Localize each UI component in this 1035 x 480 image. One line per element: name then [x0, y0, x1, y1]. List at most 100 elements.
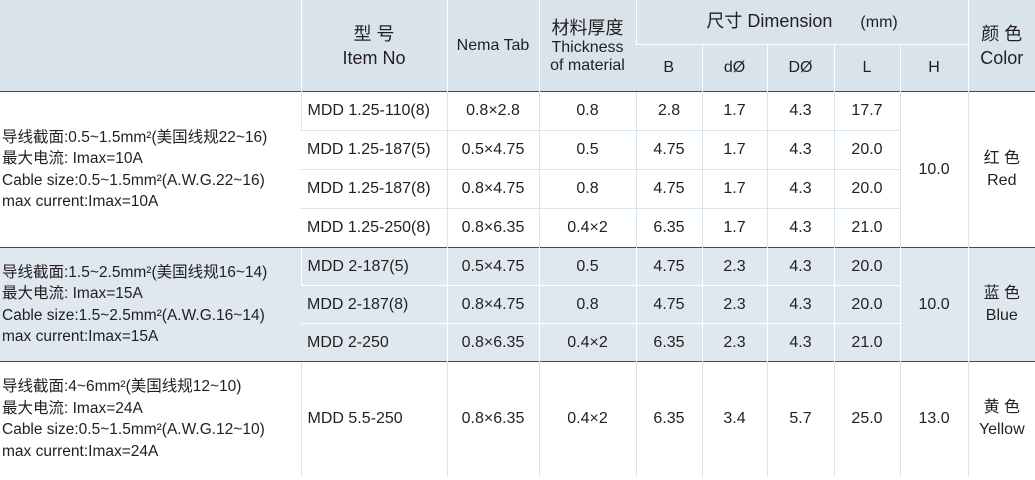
color-zh: 黄 色: [983, 399, 1021, 417]
header-b: B: [636, 44, 702, 92]
table-row: MDD 2-187(8) 0.8×4.75 0.8 4.75 2.3 4.3 2…: [0, 285, 1035, 324]
header-color-zh: 颜 色: [981, 23, 1023, 44]
cell-d-big: 5.7: [766, 361, 834, 477]
cell-nema: 0.8×4.75: [446, 169, 539, 209]
color-zh: 红 色: [983, 149, 1021, 167]
cell-nema: 0.8×6.35: [446, 208, 539, 248]
header-color: 颜 色 Color: [967, 0, 1035, 92]
header-d-big: DØ: [766, 44, 834, 92]
header-thickness-en2: of material: [550, 56, 625, 74]
group-1-h: 10.0: [899, 91, 969, 248]
cell-d-small: 1.7: [701, 169, 767, 209]
color-en: Yellow: [978, 421, 1025, 439]
header-thickness-en1: Thickness: [551, 38, 624, 56]
cell-thickness: 0.4×2: [538, 323, 636, 362]
cell-thickness: 0.5: [538, 130, 636, 170]
desc-line: max current:Imax=10A: [2, 193, 159, 210]
group-1-color: 红 色 Red: [967, 91, 1035, 248]
cell-model: MDD 1.25-110(8): [300, 91, 447, 131]
group-1-description: 导线截面:0.5~1.5mm²(美国线规22~16) 最大电流: Imax=10…: [0, 91, 301, 248]
cell-nema: 0.8×4.75: [446, 285, 539, 324]
desc-line: max current:Imax=24A: [2, 442, 159, 460]
cell-model: MDD 1.25-250(8): [301, 208, 447, 248]
cell-d-big: 4.3: [766, 285, 834, 324]
header-dimension-unit: (mm): [860, 14, 898, 31]
header-thickness: 材料厚度 Thickness of material: [538, 0, 636, 92]
color-en: Blue: [985, 306, 1018, 324]
cell-b: 6.35: [635, 208, 702, 248]
cell-d-big: 4.3: [766, 130, 834, 170]
cell-l: 20.0: [833, 130, 900, 170]
color-en: Red: [987, 171, 1017, 189]
cell-nema: 0.5×4.75: [446, 130, 539, 170]
header-dimension: 尺寸 Dimension (mm): [635, 0, 969, 45]
cell-d-big: 4.3: [766, 247, 834, 286]
cell-d-small: 2.3: [701, 247, 767, 286]
cell-d-small: 1.7: [701, 91, 767, 131]
header-color-en: Color: [980, 47, 1024, 68]
cell-thickness: 0.8: [538, 285, 636, 324]
group-2-color: 蓝 色 Blue: [967, 247, 1035, 362]
cell-b: 6.35: [635, 323, 702, 362]
cell-thickness: 0.4×2: [538, 361, 636, 477]
cell-l: 21.0: [833, 323, 900, 362]
table-row: MDD 1.25-187(8) 0.8×4.75 0.8 4.75 1.7 4.…: [0, 169, 1035, 209]
cell-b: 4.75: [635, 247, 702, 286]
desc-line: 最大电流: Imax=10A: [2, 150, 143, 167]
cell-l: 21.0: [833, 208, 900, 248]
table-row: 导线截面:0.5~1.5mm²(美国线规22~16) 最大电流: Imax=10…: [0, 91, 1035, 248]
cell-nema: 0.8×6.35: [446, 361, 539, 477]
table-row: MDD 1.25-250(8) 0.8×6.35 0.4×2 6.35 1.7 …: [0, 208, 1035, 248]
cell-d-big: 4.3: [766, 208, 834, 248]
header-model-en: Item No: [342, 47, 406, 68]
desc-line: Cable size:0.5~1.5mm²(A.W.G.22~16): [2, 171, 265, 189]
cell-b: 2.8: [635, 91, 702, 131]
cell-thickness: 0.8: [538, 91, 636, 131]
cell-b: 4.75: [635, 285, 702, 324]
group-2-h: 10.0: [899, 247, 969, 362]
cell-model: MDD 2-187(5): [300, 247, 447, 286]
header-thickness-zh: 材料厚度: [551, 17, 624, 38]
cell-d-small: 1.7: [701, 130, 767, 170]
header-dimension-label: 尺寸 Dimension: [706, 11, 833, 31]
cell-d-small: 2.3: [701, 285, 767, 324]
cell-model: MDD 2-187(8): [301, 285, 447, 324]
cell-d-small: 3.4: [701, 361, 767, 477]
cell-thickness: 0.4×2: [538, 208, 636, 248]
header-description-blank: [0, 0, 301, 92]
cell-l: 20.0: [833, 247, 900, 286]
table-row: MDD 2-250 0.8×6.35 0.4×2 6.35 2.3 4.3 21…: [0, 323, 1035, 362]
desc-line: max current:Imax=15A: [2, 328, 159, 345]
table-row: 导线截面:4~6mm²(美国线规12~10) 最大电流: Imax=24A Ca…: [0, 361, 1035, 477]
cell-d-small: 2.3: [701, 323, 767, 362]
cell-l: 20.0: [833, 169, 900, 209]
desc-line: 最大电流: Imax=15A: [2, 285, 143, 302]
desc-line: Cable size:0.5~1.5mm²(A.W.G.12~10): [2, 421, 265, 439]
cell-thickness: 0.8: [538, 169, 636, 209]
cell-nema: 0.8×6.35: [446, 323, 539, 362]
desc-line: 导线截面:4~6mm²(美国线规12~10): [2, 378, 242, 396]
desc-line: 最大电流: Imax=24A: [2, 399, 143, 417]
desc-line: 导线截面:0.5~1.5mm²(美国线规22~16): [2, 128, 268, 146]
header-h: H: [899, 44, 969, 92]
header-l: L: [833, 44, 900, 92]
group-2-description: 导线截面:1.5~2.5mm²(美国线规16~14) 最大电流: Imax=15…: [0, 247, 301, 362]
cell-model: MDD 1.25-187(5): [301, 130, 447, 170]
desc-line: 导线截面:1.5~2.5mm²(美国线规16~14): [2, 263, 268, 281]
cell-l: 20.0: [833, 285, 900, 324]
group-3-description: 导线截面:4~6mm²(美国线规12~10) 最大电流: Imax=24A Ca…: [0, 361, 301, 477]
cell-b: 4.75: [635, 169, 702, 209]
table-row: MDD 1.25-187(5) 0.5×4.75 0.5 4.75 1.7 4.…: [0, 130, 1035, 170]
cell-nema: 0.5×4.75: [446, 247, 539, 286]
color-zh: 蓝 色: [983, 284, 1021, 302]
cell-b: 6.35: [635, 361, 702, 477]
cell-model: MDD 5.5-250: [300, 361, 447, 477]
cell-nema: 0.8×2.8: [446, 91, 539, 131]
header-model-zh: 型 号: [353, 23, 395, 44]
cell-b: 4.75: [635, 130, 702, 170]
cell-model: MDD 1.25-187(8): [301, 169, 447, 209]
cell-d-small: 1.7: [701, 208, 767, 248]
desc-line: Cable size:1.5~2.5mm²(A.W.G.16~14): [2, 306, 265, 324]
cell-d-big: 4.3: [766, 169, 834, 209]
